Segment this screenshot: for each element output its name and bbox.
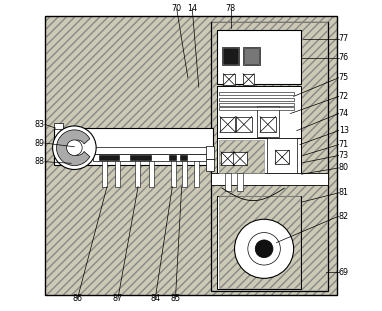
Text: 72: 72 [339, 92, 349, 101]
Bar [217, 196, 301, 289]
Bar [275, 150, 289, 164]
Text: 69: 69 [339, 268, 349, 276]
Bar [54, 128, 213, 165]
Bar [169, 155, 176, 160]
Bar [206, 159, 214, 171]
Bar [212, 22, 327, 290]
Text: 87: 87 [113, 294, 123, 303]
Bar [171, 159, 176, 187]
Bar [54, 123, 63, 129]
Text: 73: 73 [339, 151, 349, 160]
Text: 77: 77 [339, 35, 349, 43]
Text: 80: 80 [339, 164, 349, 172]
Bar [219, 107, 294, 110]
Polygon shape [57, 130, 90, 165]
Text: 14: 14 [187, 4, 197, 13]
Bar [211, 22, 328, 291]
Bar [135, 159, 140, 187]
Text: 88: 88 [35, 157, 45, 166]
Bar [222, 47, 239, 65]
Text: 84: 84 [150, 294, 160, 303]
Bar [237, 173, 243, 191]
Bar [206, 146, 214, 159]
Bar [260, 117, 275, 132]
Bar [194, 159, 199, 187]
Text: 75: 75 [339, 73, 349, 82]
Text: 78: 78 [226, 4, 236, 13]
Bar [244, 48, 259, 64]
Bar [182, 159, 187, 187]
Text: 81: 81 [339, 188, 349, 197]
Text: 13: 13 [339, 126, 349, 135]
Bar [219, 98, 294, 101]
Bar [219, 103, 294, 106]
Circle shape [235, 219, 294, 278]
Text: 83: 83 [35, 120, 45, 129]
Bar [243, 47, 261, 65]
Bar [217, 30, 301, 84]
Bar [219, 140, 264, 173]
Bar [211, 173, 328, 185]
Circle shape [248, 233, 280, 265]
Bar [221, 152, 235, 165]
Bar [220, 117, 235, 132]
Text: 76: 76 [339, 53, 349, 62]
Circle shape [255, 240, 273, 258]
Bar [180, 155, 187, 160]
Text: 85: 85 [170, 294, 181, 303]
Bar [130, 155, 151, 160]
Bar [102, 159, 107, 187]
Bar [223, 74, 235, 85]
Bar [93, 154, 213, 161]
Bar [115, 159, 120, 187]
Text: 71: 71 [339, 140, 349, 149]
Text: 70: 70 [172, 4, 182, 13]
Bar [219, 92, 294, 95]
Bar [93, 147, 213, 154]
Bar [257, 106, 279, 137]
Text: 86: 86 [73, 294, 83, 303]
Bar [236, 117, 252, 132]
Bar [99, 155, 120, 160]
Bar [267, 138, 297, 174]
Text: 89: 89 [35, 139, 45, 147]
Bar [217, 86, 301, 138]
Bar [225, 173, 231, 191]
Bar [217, 138, 301, 174]
Text: 82: 82 [339, 212, 349, 220]
Text: 74: 74 [339, 109, 349, 118]
Bar [243, 74, 254, 85]
Circle shape [66, 140, 82, 156]
Bar [219, 196, 300, 288]
Bar [149, 159, 154, 187]
Bar [223, 48, 238, 64]
Circle shape [53, 126, 96, 169]
Bar [233, 152, 247, 165]
